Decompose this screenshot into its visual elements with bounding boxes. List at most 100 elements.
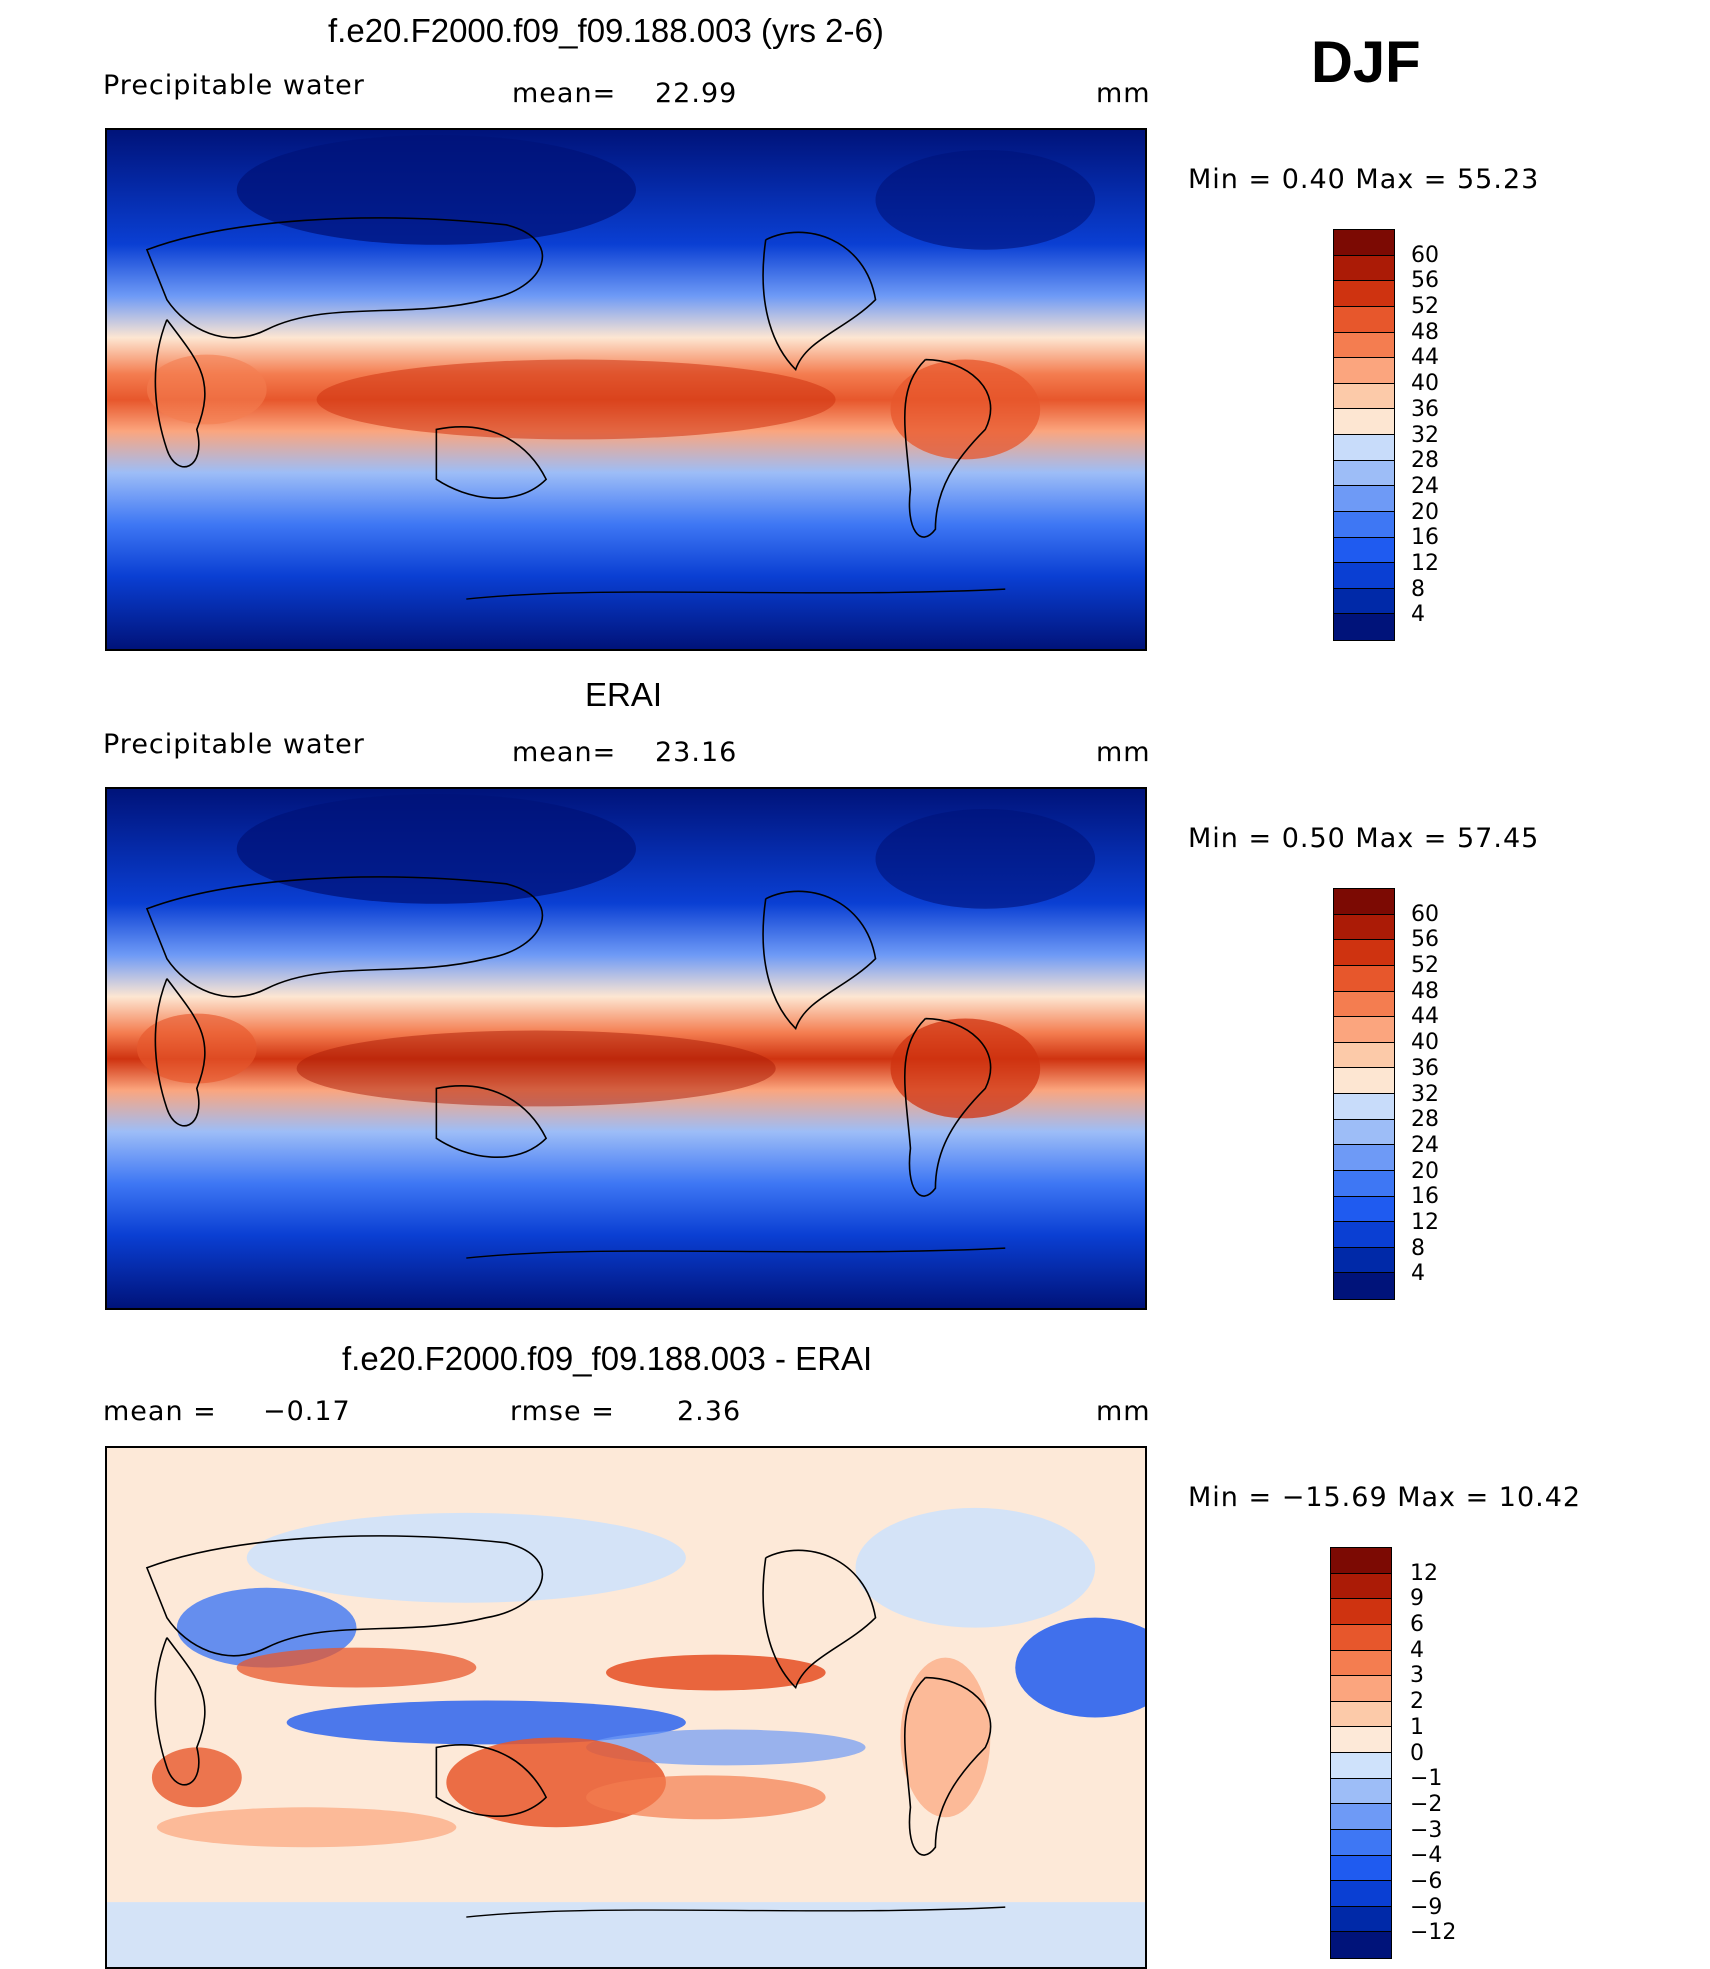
min-max-readout: Min = 0.50 Max = 57.45 [1188,823,1540,854]
colorbar-swatch [1334,511,1394,538]
colorbar-label: 8 [1411,577,1425,602]
mean-label: mean = [103,1396,217,1427]
colorbar-swatch [1334,1170,1394,1197]
colorbar-swatch [1334,1273,1394,1299]
colorbar-label: 56 [1411,268,1439,293]
colorbar-swatch [1334,281,1394,307]
colorbar-label: 20 [1411,500,1439,525]
colorbar-label: 24 [1411,1133,1439,1158]
rmse-label: rmse = [510,1396,615,1427]
mean-value: 23.16 [655,737,738,768]
units-label: mm [1096,737,1151,768]
colorbar-label: 56 [1411,927,1439,952]
colorbar-swatch [1331,1624,1391,1651]
colorbar-label: 44 [1411,1004,1439,1029]
colorbar-swatches [1333,888,1395,1300]
colorbar-label: 16 [1411,1184,1439,1209]
colorbar-swatch [1334,1094,1394,1120]
colorbar-swatch [1334,332,1394,359]
colorbar-label: −6 [1410,1869,1443,1894]
mean-value: −0.17 [263,1396,351,1427]
colorbar-label: 60 [1411,243,1439,268]
mean-label: mean= [512,78,617,109]
mean-label: mean= [512,737,617,768]
colorbar-swatch [1334,409,1394,435]
colorbar-label: 20 [1411,1159,1439,1184]
colorbar-swatch [1334,563,1394,589]
colorbar-swatch [1331,1599,1391,1625]
colorbar-label: 16 [1411,525,1439,550]
colorbar-label: 48 [1411,979,1439,1004]
colorbar-swatch [1334,358,1394,384]
colorbar-label: −1 [1410,1766,1443,1791]
colorbar-swatch [1334,435,1394,461]
rmse-value: 2.36 [677,1396,742,1427]
colorbar-swatch [1334,255,1394,282]
colorbar-swatch [1334,1247,1394,1274]
colorbar-label: 3 [1410,1663,1424,1688]
colorbar-swatches [1333,229,1395,641]
colorbar-swatch [1334,1042,1394,1069]
colorbar-label: −2 [1410,1792,1443,1817]
colorbar-label: 12 [1410,1561,1438,1586]
colorbar-label: 12 [1411,551,1439,576]
colorbar-swatch [1331,1778,1391,1805]
colorbar-label: 1 [1410,1715,1424,1740]
colorbar-swatch [1331,1932,1391,1958]
colorbar-swatch [1334,914,1394,941]
season-label: DJF [1311,30,1421,95]
colorbar-swatches [1330,1547,1392,1959]
mean-value: 22.99 [655,78,738,109]
colorbar-swatch [1334,230,1394,256]
panel-title: ERAI [585,676,663,713]
colorbar-swatch [1334,537,1394,564]
colorbar-label: 28 [1411,1107,1439,1132]
colorbar-swatch [1331,1701,1391,1728]
colorbar-swatch [1331,1906,1391,1933]
colorbar-label: −3 [1410,1818,1443,1843]
colorbar-swatch [1331,1855,1391,1882]
precipitable-water-map [105,128,1147,651]
min-max-readout: Min = −15.69 Max = 10.42 [1188,1482,1582,1513]
contour-field [107,789,1145,1308]
colorbar-swatch [1334,1222,1394,1248]
colorbar-label: 24 [1411,474,1439,499]
units-label: mm [1096,78,1151,109]
colorbar-label: 28 [1411,448,1439,473]
difference-map [105,1446,1147,1969]
colorbar-swatch [1334,588,1394,615]
colorbar-swatch [1331,1881,1391,1907]
colorbar-swatch [1331,1829,1391,1856]
colorbar-swatch [1334,1068,1394,1094]
colorbar-swatch [1334,306,1394,333]
colorbar-swatch [1334,1017,1394,1043]
colorbar-swatch [1331,1573,1391,1600]
colorbar-label: 12 [1411,1210,1439,1235]
colorbar-swatch [1334,1119,1394,1146]
units-label: mm [1096,1396,1151,1427]
colorbar-label: 2 [1410,1689,1424,1714]
colorbar-swatch [1334,1196,1394,1223]
colorbar-label: 60 [1411,902,1439,927]
colorbar-label: 4 [1411,1261,1425,1286]
colorbar-label: 36 [1411,397,1439,422]
colorbar-swatch [1334,940,1394,966]
contour-field [107,1448,1145,1967]
colorbar-swatch [1334,965,1394,992]
colorbar-swatch [1331,1727,1391,1753]
colorbar-swatch [1334,486,1394,512]
colorbar-label: 6 [1410,1612,1424,1637]
colorbar-label: −9 [1410,1895,1443,1920]
colorbar-label: 4 [1410,1638,1424,1663]
colorbar-swatch [1334,383,1394,410]
panel-title: f.e20.F2000.f09_f09.188.003 (yrs 2-6) [328,12,884,49]
colorbar-label: 32 [1411,423,1439,448]
colorbar-swatch [1331,1676,1391,1702]
colorbar-label: 4 [1411,602,1425,627]
colorbar-swatch [1334,889,1394,915]
colorbar-swatch [1331,1753,1391,1779]
colorbar-swatch [1334,991,1394,1018]
colorbar-swatch [1334,614,1394,640]
colorbar-label: −4 [1410,1843,1443,1868]
precipitable-water-map [105,787,1147,1310]
